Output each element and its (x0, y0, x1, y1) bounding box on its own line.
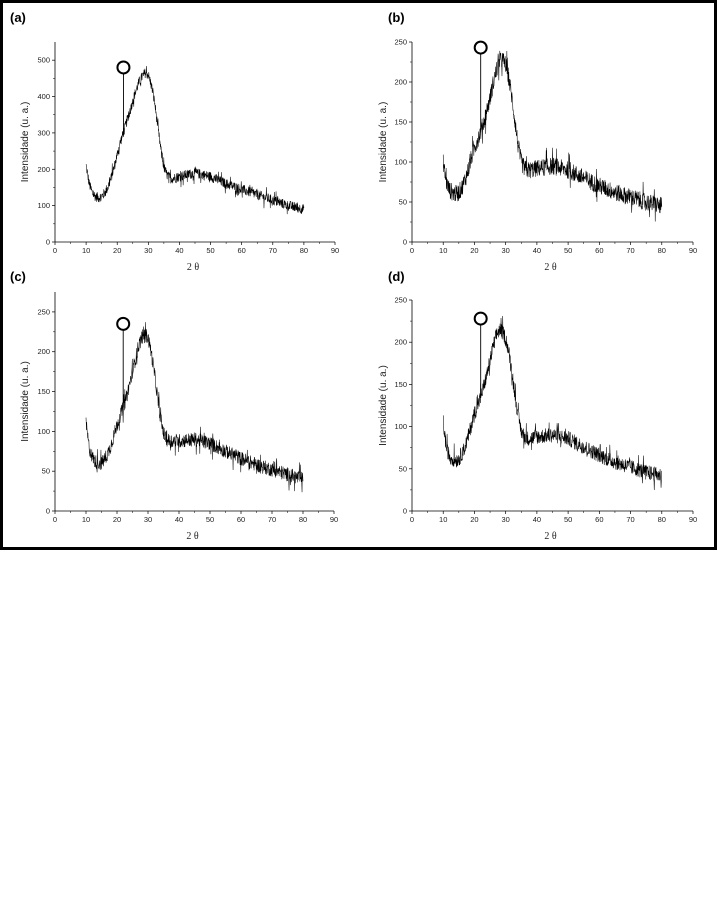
panel-label: (c) (10, 269, 26, 284)
data-series-line (442, 50, 663, 222)
y-tick-label: 200 (37, 347, 50, 356)
figure-frame (0, 0, 717, 550)
x-tick-label: 40 (175, 246, 183, 255)
y-tick-label: 150 (37, 387, 50, 396)
x-tick-label: 50 (206, 515, 214, 524)
y-tick-label: 400 (37, 92, 50, 101)
y-axis-title: Intensidade (u. a.) (378, 102, 389, 183)
x-tick-label: 0 (53, 246, 57, 255)
x-tick-label: 20 (113, 515, 121, 524)
x-tick-label: 90 (330, 515, 338, 524)
x-tick-label: 30 (501, 515, 509, 524)
x-tick-label: 0 (410, 515, 414, 524)
data-series-line (85, 322, 304, 493)
y-tick-label: 200 (394, 78, 407, 87)
panel-label: (d) (388, 269, 405, 284)
x-axis-title: 2 θ (544, 531, 557, 542)
x-axis-title: 2 θ (187, 262, 200, 273)
y-tick-label: 500 (37, 56, 50, 65)
x-tick-label: 10 (82, 246, 90, 255)
x-tick-label: 20 (470, 246, 478, 255)
data-series-line (442, 315, 663, 491)
chart-panel-3: (c) 0 10 20 30 40 50 60 70 80 90 0 50 100 150 200 250 2 θ… (10, 269, 338, 542)
y-tick-label: 150 (394, 380, 407, 389)
x-tick-label: 10 (439, 515, 447, 524)
peak-marker-circle (473, 40, 488, 55)
x-tick-label: 40 (533, 515, 541, 524)
x-tick-label: 70 (626, 246, 634, 255)
x-tick-label: 10 (82, 515, 90, 524)
y-tick-label: 100 (394, 158, 407, 167)
x-tick-label: 40 (533, 246, 541, 255)
x-tick-label: 20 (470, 515, 478, 524)
y-tick-label: 250 (37, 307, 50, 316)
x-tick-label: 60 (237, 515, 245, 524)
peak-marker-circle (116, 316, 131, 331)
y-tick-label: 50 (42, 467, 50, 476)
x-tick-label: 70 (269, 246, 277, 255)
x-tick-label: 90 (331, 246, 339, 255)
y-tick-label: 100 (394, 422, 407, 431)
x-tick-label: 60 (595, 515, 603, 524)
y-tick-label: 0 (403, 507, 407, 516)
y-tick-label: 150 (394, 118, 407, 127)
y-tick-label: 0 (403, 238, 407, 247)
x-tick-label: 60 (237, 246, 245, 255)
x-tick-label: 50 (564, 515, 572, 524)
y-tick-label: 50 (399, 464, 407, 473)
x-tick-label: 80 (299, 515, 307, 524)
x-tick-label: 20 (113, 246, 121, 255)
y-tick-label: 50 (399, 198, 407, 207)
y-axis-title: Intensidade (u. a.) (20, 102, 31, 183)
x-tick-label: 70 (268, 515, 276, 524)
x-tick-label: 30 (144, 515, 152, 524)
y-tick-label: 100 (37, 201, 50, 210)
chart-panel-4: (d) 0 10 20 30 40 50 60 70 80 90 0 50 100 150 200 250 2 θ… (378, 269, 697, 542)
x-tick-label: 30 (501, 246, 509, 255)
x-axis-title: 2 θ (186, 531, 199, 542)
y-axis-title: Intensidade (u. a.) (378, 365, 389, 446)
x-tick-label: 50 (206, 246, 214, 255)
y-axis-title: Intensidade (u. a.) (20, 361, 31, 442)
peak-marker-circle (473, 311, 488, 326)
x-tick-label: 90 (689, 246, 697, 255)
y-tick-label: 250 (394, 296, 407, 305)
x-tick-label: 30 (144, 246, 152, 255)
y-tick-label: 300 (37, 128, 50, 137)
y-tick-label: 100 (37, 427, 50, 436)
y-tick-label: 0 (46, 238, 50, 247)
y-tick-label: 0 (46, 507, 50, 516)
y-tick-label: 200 (37, 165, 50, 174)
chart-panel-1: (a) 0 10 20 30 40 50 60 70 80 90 0 100 200 300 400 500 2 … (10, 10, 339, 273)
x-tick-label: 90 (689, 515, 697, 524)
x-axis-title: 2 θ (544, 262, 557, 273)
chart-panel-2: (b) 0 10 20 30 40 50 60 70 80 90 0 50 100 150 200 250 2 θ… (378, 10, 697, 273)
x-tick-label: 80 (300, 246, 308, 255)
panel-label: (a) (10, 10, 26, 25)
y-tick-label: 250 (394, 38, 407, 47)
x-tick-label: 80 (658, 246, 666, 255)
x-tick-label: 0 (53, 515, 57, 524)
x-tick-label: 10 (439, 246, 447, 255)
x-tick-label: 60 (595, 246, 603, 255)
peak-marker-circle (116, 60, 131, 75)
x-tick-label: 50 (564, 246, 572, 255)
x-tick-label: 80 (658, 515, 666, 524)
x-tick-label: 40 (175, 515, 183, 524)
data-series-line (85, 65, 305, 215)
x-tick-label: 0 (410, 246, 414, 255)
x-tick-label: 70 (626, 515, 634, 524)
panel-label: (b) (388, 10, 405, 25)
y-tick-label: 200 (394, 338, 407, 347)
